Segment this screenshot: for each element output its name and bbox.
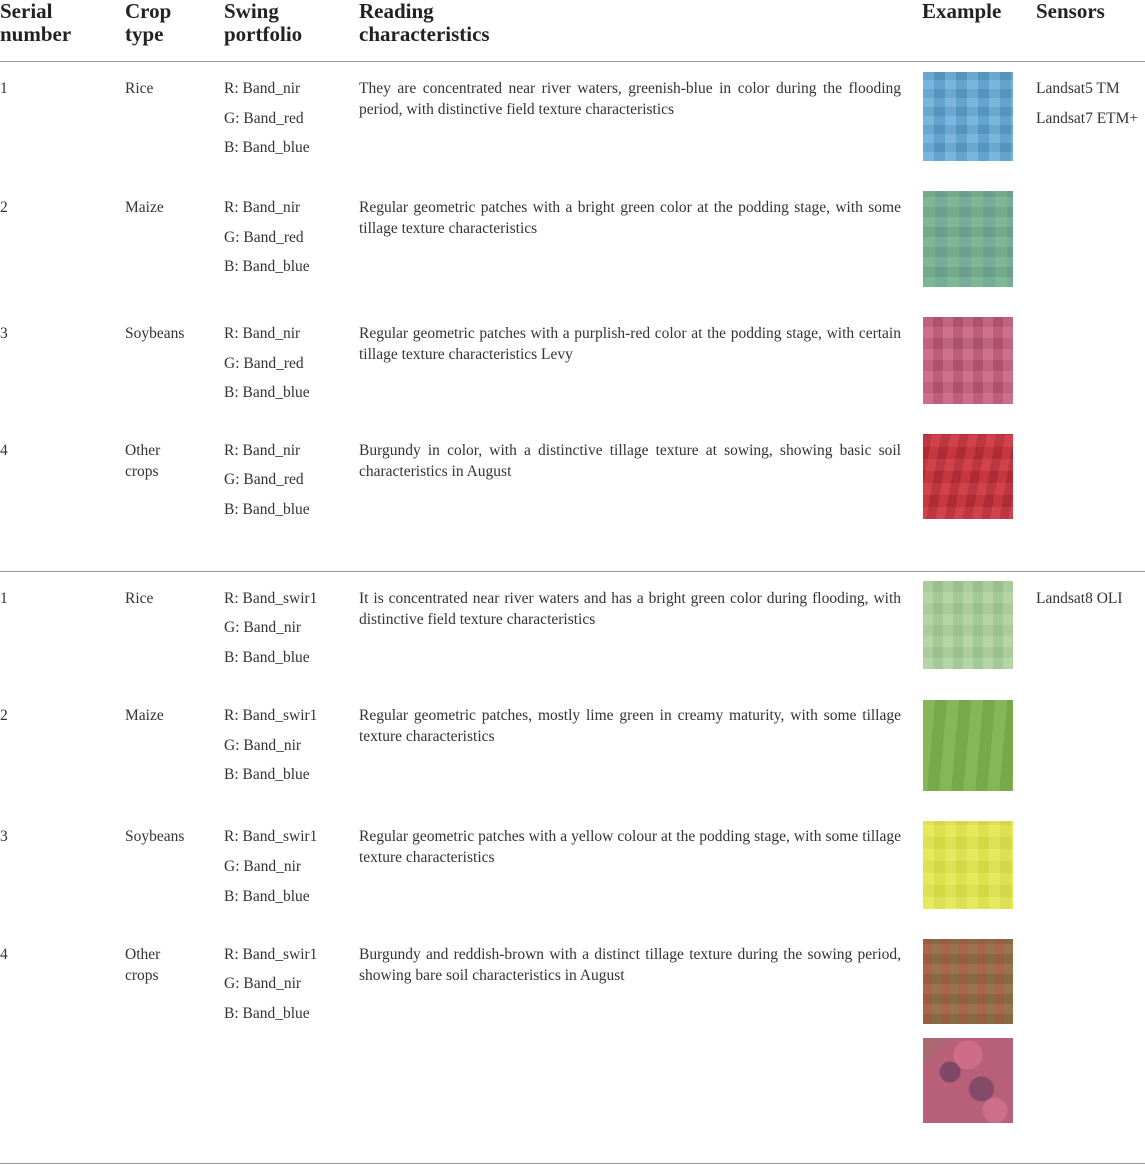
serial-cell: 3 <box>0 828 8 845</box>
band-green: G: Band_red <box>224 471 304 488</box>
band-red: R: Band_swir1 <box>224 828 318 845</box>
header-crop-type: Crop type <box>125 0 172 46</box>
reading-description: They are concentrated near river waters,… <box>359 80 901 118</box>
band-blue: B: Band_blue <box>224 1005 310 1022</box>
band-green: G: Band_nir <box>224 975 302 992</box>
reading-description: Regular geometric patches with a purplis… <box>359 325 901 363</box>
crop-cell: Rice <box>125 80 154 97</box>
reading-description: It is concentrated near river waters and… <box>359 590 901 628</box>
crop-cell: Soybeans <box>125 325 185 342</box>
sensor-label: Landsat7 ETM+ <box>1036 110 1139 127</box>
header-serial-number: Serial number <box>0 0 72 46</box>
band-blue: B: Band_blue <box>224 501 310 518</box>
header-example: Example <box>922 0 1002 23</box>
band-blue: B: Band_blue <box>224 258 310 275</box>
serial-cell: 3 <box>0 325 8 342</box>
reading-description: Regular geometric patches with a bright … <box>359 199 901 237</box>
band-green: G: Band_nir <box>224 737 302 754</box>
crop-cell: Other crops <box>125 946 161 984</box>
band-red: R: Band_nir <box>224 325 301 342</box>
serial-cell: 4 <box>0 442 8 459</box>
crop-cell: Soybeans <box>125 828 185 845</box>
band-red: R: Band_swir1 <box>224 707 318 724</box>
band-red: R: Band_swir1 <box>224 590 318 607</box>
band-blue: B: Band_blue <box>224 888 310 905</box>
example-image <box>923 700 1013 791</box>
serial-cell: 4 <box>0 946 8 963</box>
serial-cell: 1 <box>0 80 8 97</box>
band-red: R: Band_nir <box>224 199 301 216</box>
band-red: R: Band_nir <box>224 442 301 459</box>
reading-description: Regular geometric patches, mostly lime g… <box>359 707 901 745</box>
example-image <box>923 821 1013 909</box>
band-blue: B: Band_blue <box>224 384 310 401</box>
example-image-secondary <box>923 1038 1013 1123</box>
sensor-label: Landsat5 TM <box>1036 80 1120 97</box>
crop-cell: Maize <box>125 707 164 724</box>
group-divider <box>0 571 1145 572</box>
band-green: G: Band_red <box>224 110 304 127</box>
header-swing-portfolio: Swing portfolio <box>224 0 303 46</box>
band-green: G: Band_nir <box>224 858 302 875</box>
example-image <box>923 191 1013 287</box>
band-red: R: Band_swir1 <box>224 946 318 963</box>
header-reading-characteristics: Reading characteristics <box>359 0 490 46</box>
reading-description: Burgundy in color, with a distinctive ti… <box>359 442 901 480</box>
serial-cell: 2 <box>0 707 8 724</box>
serial-cell: 2 <box>0 199 8 216</box>
header-divider <box>0 61 1145 62</box>
header-sensors: Sensors <box>1036 0 1105 23</box>
band-green: G: Band_red <box>224 355 304 372</box>
sensor-label: Landsat8 OLI <box>1036 590 1123 607</box>
example-image <box>923 581 1013 669</box>
example-image <box>923 72 1013 161</box>
example-image <box>923 939 1013 1024</box>
example-image <box>923 317 1013 404</box>
band-blue: B: Band_blue <box>224 649 310 666</box>
table-bottom-rule <box>0 1163 1145 1164</box>
band-red: R: Band_nir <box>224 80 301 97</box>
band-green: G: Band_nir <box>224 619 302 636</box>
crop-cell: Other crops <box>125 442 161 480</box>
reading-description: Burgundy and reddish-brown with a distin… <box>359 946 901 984</box>
crop-cell: Maize <box>125 199 164 216</box>
band-blue: B: Band_blue <box>224 766 310 783</box>
band-blue: B: Band_blue <box>224 139 310 156</box>
example-image <box>923 434 1013 519</box>
band-green: G: Band_red <box>224 229 304 246</box>
crop-cell: Rice <box>125 590 154 607</box>
reading-description: Regular geometric patches with a yellow … <box>359 828 901 866</box>
serial-cell: 1 <box>0 590 8 607</box>
